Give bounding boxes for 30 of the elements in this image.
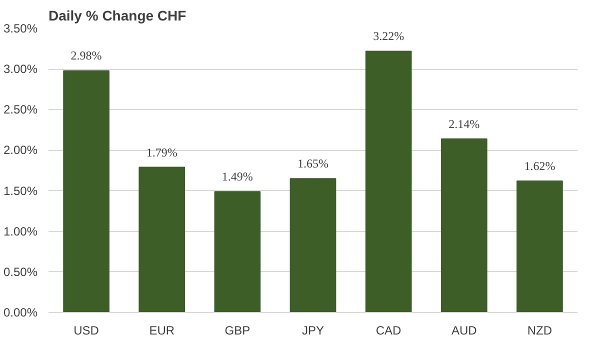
y-tick-label: 3.00% [3, 62, 38, 76]
y-tick-label: 1.50% [3, 184, 38, 198]
bar [290, 178, 336, 312]
x-tick-label: CAD [376, 324, 402, 338]
x-tick-label: AUD [451, 324, 478, 338]
data-label: 2.14% [448, 116, 480, 131]
data-label: 1.49% [222, 170, 253, 184]
bar [63, 70, 110, 312]
y-tick-label: 1.00% [3, 224, 38, 238]
data-label: 1.65% [298, 156, 328, 171]
y-tick-label: 0.50% [3, 264, 38, 279]
bar [365, 50, 412, 312]
data-label: 2.98% [70, 48, 102, 63]
bar [138, 166, 186, 312]
x-tick-label: GBP [224, 324, 250, 338]
x-tick-label: USD [74, 324, 100, 338]
bar [516, 180, 563, 312]
bar [440, 138, 488, 312]
chart-title: Daily % Change CHF [48, 8, 187, 24]
x-tick-label: EUR [149, 324, 175, 338]
y-tick-label: 2.50% [3, 102, 38, 117]
y-tick-label: 2.00% [3, 143, 38, 158]
bar [214, 191, 261, 312]
x-tick-label: NZD [527, 324, 552, 338]
data-label: 1.62% [524, 159, 556, 174]
data-label: 3.22% [373, 29, 404, 44]
y-tick-label: 3.50% [3, 22, 38, 36]
data-label: 1.79% [146, 145, 178, 160]
x-tick-label: JPY [302, 324, 324, 338]
y-tick-label: 0.00% [3, 306, 38, 320]
